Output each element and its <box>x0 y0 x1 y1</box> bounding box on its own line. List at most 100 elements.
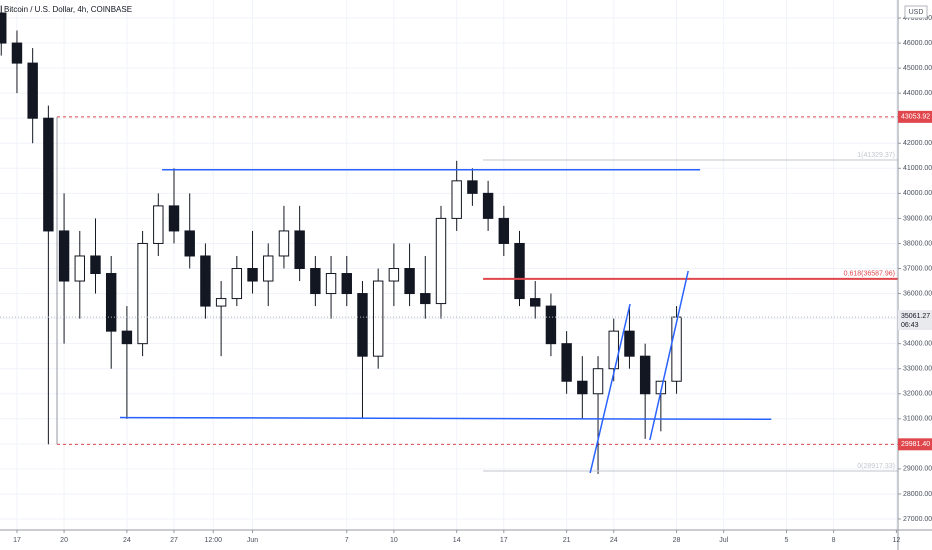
candle-body <box>514 242 525 300</box>
candle-body <box>671 316 682 382</box>
candle-body <box>74 255 85 282</box>
x-tick-label: 27 <box>170 537 178 544</box>
currency-box[interactable] <box>904 5 928 19</box>
trend-line <box>589 303 631 474</box>
candle-body <box>105 273 117 332</box>
y-tick-label: 42000.00 <box>903 140 932 147</box>
x-tick-label: 8 <box>832 537 836 544</box>
level-tag-label: 43053.92 <box>901 114 930 121</box>
trend-line <box>649 270 689 441</box>
x-tick-label: 24 <box>123 537 131 544</box>
candle-body <box>498 217 510 244</box>
candle-body <box>357 293 368 357</box>
y-tick-label: 28000.00 <box>903 491 932 498</box>
candle-body <box>184 230 195 257</box>
fib-label: 0.618(36587.96) <box>844 271 895 278</box>
candle-body <box>58 230 70 282</box>
y-tick-label: 40000.00 <box>903 190 932 197</box>
candle-body <box>325 273 337 295</box>
candle-body <box>90 255 101 275</box>
candle-body <box>624 330 635 357</box>
x-tick-label: 12:00 <box>205 537 223 544</box>
x-tick-label: 28 <box>673 537 681 544</box>
x-tick-label: Jun <box>247 537 258 544</box>
candles <box>0 5 682 474</box>
x-tick-label: Jul <box>719 537 728 544</box>
last-price-label: 35061.27 <box>901 313 930 320</box>
candle-body <box>215 298 227 307</box>
drawings: 1(41329.37) 0.618(36587.96) 0(28917.33) <box>119 152 898 474</box>
level-tag <box>898 110 932 123</box>
candle-body <box>137 242 148 345</box>
last-price-tag <box>898 310 932 331</box>
y-tick-label: 45000.00 <box>903 65 932 72</box>
y-tick-label: 46000.00 <box>903 40 932 47</box>
level-tag <box>898 438 932 451</box>
candle-body <box>592 368 604 395</box>
candle-body <box>200 255 211 307</box>
candle-body <box>561 343 572 382</box>
y-tick-label: 32000.00 <box>903 391 932 398</box>
candle-body <box>420 293 431 305</box>
candle-body <box>482 192 494 219</box>
y-tick-label: 36000.00 <box>903 290 932 297</box>
candle-body <box>11 42 23 64</box>
candle-body <box>263 255 274 282</box>
candle-body <box>577 380 588 395</box>
x-tick-label: 5 <box>785 537 789 544</box>
candle-body <box>451 180 462 219</box>
trend-line <box>119 416 772 421</box>
x-tick-label: 20 <box>60 537 68 544</box>
y-tick-label: 33000.00 <box>903 366 932 373</box>
x-tick-label: 21 <box>563 537 571 544</box>
y-tick-label: 31000.00 <box>903 416 932 423</box>
candle-body <box>153 205 164 244</box>
axes: 27000.0028000.0029000.0030000.0031000.00… <box>0 15 932 544</box>
candle-body <box>231 268 243 300</box>
y-tick-label: 34000.00 <box>903 340 932 347</box>
chart-title: Bitcoin / U.S. Dollar, 4h, COINBASE <box>4 5 132 14</box>
candle-body <box>43 117 54 232</box>
fib-label: 0(28917.33) <box>857 463 895 470</box>
candle-body <box>121 330 133 345</box>
last-price-timer: 06:43 <box>901 322 919 329</box>
candle-body <box>278 230 290 257</box>
candle-body <box>27 62 38 119</box>
y-tick-label: 41000.00 <box>903 165 932 172</box>
x-tick-label: 12 <box>893 537 901 544</box>
candle-body <box>341 273 352 295</box>
y-tick-label: 37000.00 <box>903 265 932 272</box>
candle-body <box>247 268 258 282</box>
level-tag-label: 29981.40 <box>901 441 930 448</box>
candle-body <box>608 330 619 370</box>
y-tick-label: 44000.00 <box>903 90 932 97</box>
candle-body <box>294 230 305 270</box>
candle-body <box>168 205 180 232</box>
x-tick-label: 24 <box>610 537 618 544</box>
y-tick-label: 39000.00 <box>903 215 932 222</box>
y-tick-label: 27000.00 <box>903 516 932 523</box>
candle-body <box>545 305 557 345</box>
x-tick-label: 17 <box>500 537 508 544</box>
candle-body <box>388 268 400 282</box>
y-tick-label: 38000.00 <box>903 240 932 247</box>
candle-body <box>404 268 415 295</box>
candle-body <box>372 280 384 357</box>
candle-body <box>639 355 651 395</box>
drawings <box>56 116 898 445</box>
x-tick-label: 17 <box>13 537 21 544</box>
candle-body <box>467 180 478 194</box>
candle-body <box>310 268 321 295</box>
y-tick-label: 29000.00 <box>903 466 932 473</box>
currency[interactable]: USD <box>909 9 924 16</box>
candle-body <box>530 298 541 307</box>
x-tick-label: 10 <box>390 537 398 544</box>
fib-label: 1(41329.37) <box>857 152 895 159</box>
grid <box>0 0 898 530</box>
x-tick-label: 7 <box>345 537 349 544</box>
x-tick-label: 14 <box>453 537 461 544</box>
candle-body <box>435 217 447 305</box>
